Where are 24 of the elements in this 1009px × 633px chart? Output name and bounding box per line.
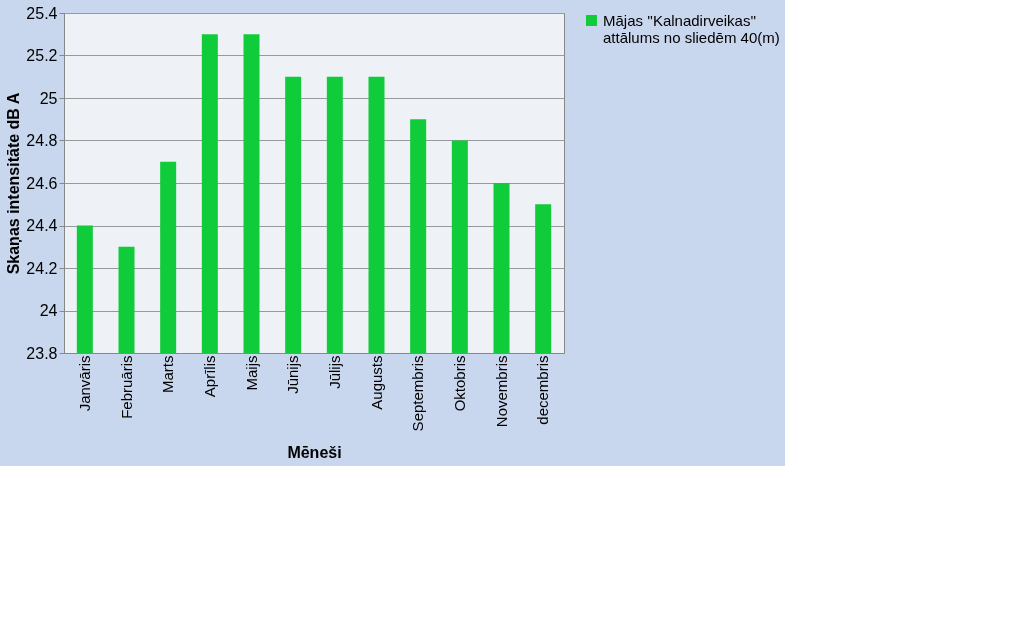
y-tick-label: 24.4	[26, 217, 58, 234]
x-axis-title: Mēneši	[287, 444, 342, 462]
y-tick-label: 23.8	[26, 344, 58, 362]
x-tick-label: Oktobris	[450, 355, 468, 412]
y-tick-label: 24	[39, 302, 58, 319]
y-tick-label: 25.4	[26, 4, 58, 22]
x-tick-label: decembris	[534, 355, 552, 425]
x-tick-label: Novembris	[492, 355, 510, 428]
x-tick-label: Septembris	[409, 355, 427, 432]
x-tick-label: Janvāris	[75, 355, 93, 412]
x-tick-label: Augusts	[367, 355, 385, 410]
x-tick-label: Februāris	[117, 355, 135, 419]
x-tick-label: Jūlijs	[325, 355, 343, 389]
y-tick-label: 24.8	[26, 132, 58, 149]
y-tick-label: 24.6	[26, 174, 58, 192]
y-tick-label: 24.2	[26, 259, 58, 277]
y-axis-title: Skaņas intensitāte dB A	[5, 92, 23, 275]
x-tick-label: Marts	[159, 355, 177, 393]
y-tick-label: 25.2	[26, 47, 58, 64]
y-tick-label: 25	[39, 89, 58, 107]
x-tick-label: Maijs	[242, 355, 260, 391]
legend-label: Mājas ''Kalnadirveikas'' attālums no sliedēm 40(m)	[603, 11, 780, 46]
x-tick-label: Aprīlis	[200, 355, 218, 398]
x-tick-label: Jūnijs	[284, 355, 302, 394]
